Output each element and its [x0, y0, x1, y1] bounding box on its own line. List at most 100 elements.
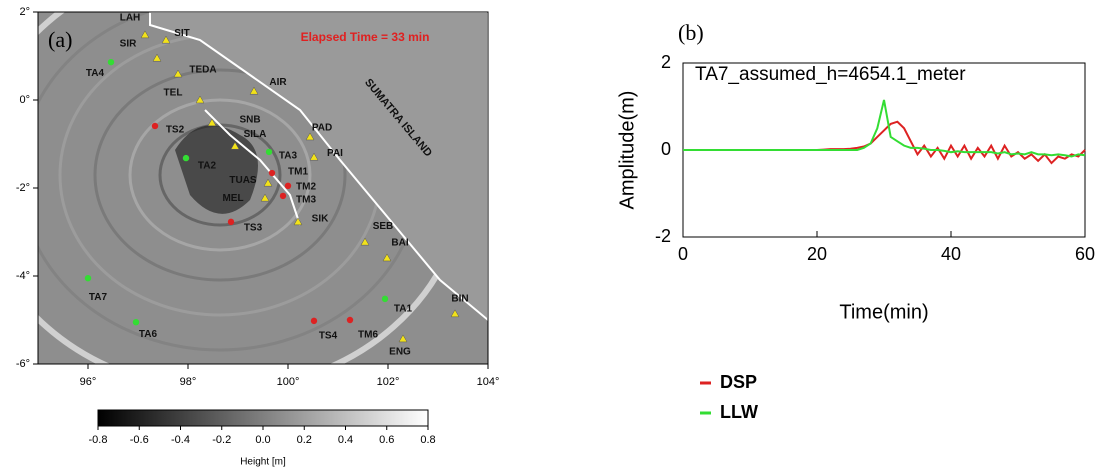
y-tick-label: -6° [16, 358, 30, 370]
station-marker [309, 152, 319, 161]
station-label: TA7 [89, 292, 108, 303]
annotation: Elapsed Time = 33 min [301, 30, 430, 44]
colorbar-tick-label: -0.8 [89, 434, 108, 446]
station-marker [382, 253, 392, 262]
station-marker [284, 182, 292, 189]
x-tick-label: 102° [377, 376, 400, 388]
colorbar-tick-label: -0.6 [130, 434, 149, 446]
y-axis-label: Amplitude(m) [616, 91, 638, 210]
station-marker [107, 58, 115, 66]
colorbar-tick-label: 0.0 [255, 434, 270, 446]
y-tick-label: 0° [19, 94, 30, 106]
data-line [683, 120, 1086, 165]
station-label: SIK [312, 214, 329, 225]
station-marker [151, 122, 159, 130]
x-tick-label: 100° [277, 376, 300, 388]
station-label: TS2 [166, 125, 185, 136]
station-label: BIN [451, 293, 468, 304]
station-marker [260, 193, 270, 202]
station-label: BAI [391, 238, 408, 249]
x-tick-label: 98° [180, 376, 197, 388]
y-tick-label: -2 [655, 226, 671, 246]
panel-label: (a) [48, 27, 72, 52]
station-marker [279, 192, 287, 200]
x-tick-label: 96° [80, 376, 97, 388]
station-marker [398, 334, 408, 343]
annotation: TA7_assumed_h=4654.1_meter [695, 64, 966, 85]
x-tick-label: 0 [678, 244, 688, 264]
station-label: TA1 [394, 304, 413, 315]
station-marker [293, 217, 303, 226]
station-marker [132, 319, 140, 326]
station-label: SNB [239, 115, 260, 126]
colorbar-tick-label: -0.2 [212, 434, 231, 446]
station-label: TA2 [198, 161, 217, 172]
station-marker [230, 141, 240, 150]
station-label: MEL [222, 193, 243, 204]
colorbar-tick-label: 0.4 [338, 434, 353, 446]
station-label: TEDA [189, 65, 216, 76]
data-line [683, 99, 1086, 158]
x-tick-label: 40 [941, 244, 961, 264]
station-label: PAD [312, 123, 332, 134]
x-axis-label: Time(min) [839, 301, 928, 323]
station-label: PAI [327, 148, 343, 159]
station-label: SIR [120, 39, 137, 50]
y-tick-label: -2° [16, 182, 30, 194]
y-tick-label: -4° [16, 270, 30, 282]
station-marker [249, 86, 259, 95]
station-marker [84, 275, 92, 282]
station-label: SILA [244, 129, 267, 140]
station-label: TS4 [319, 331, 338, 342]
station-label: TA3 [279, 151, 298, 162]
legend-label: DSP [720, 372, 757, 392]
y-tick-label: 2° [19, 6, 30, 18]
panel-label: (b) [678, 20, 704, 45]
x-tick-label: 60 [1075, 244, 1095, 264]
station-marker [265, 148, 273, 156]
station-marker [263, 178, 273, 187]
colorbar-tick-label: 0.8 [420, 434, 435, 446]
station-marker [152, 53, 162, 62]
station-marker [173, 69, 183, 78]
colorbar-tick-label: 0.6 [379, 434, 394, 446]
station-label: TUAS [229, 175, 257, 186]
station-label: AIR [269, 77, 287, 88]
station-label: SIT [174, 28, 190, 39]
station-label: TEL [164, 88, 183, 99]
station-marker [268, 169, 276, 177]
colorbar [97, 409, 429, 427]
x-tick-label: 104° [477, 376, 500, 388]
station-marker [207, 118, 217, 127]
station-marker [140, 30, 150, 39]
station-label: SEB [373, 221, 394, 232]
station-marker [227, 218, 235, 226]
station-marker [195, 95, 205, 104]
station-label: TS3 [244, 223, 263, 234]
station-label: TM6 [358, 330, 378, 341]
station-label: TM3 [296, 195, 316, 206]
legend-label: LLW [720, 402, 758, 422]
colorbar-tick-label: 0.2 [297, 434, 312, 446]
station-marker [305, 132, 315, 141]
station-marker [310, 317, 318, 325]
station-label: TM1 [288, 167, 308, 178]
station-label: TA4 [86, 68, 105, 79]
station-marker [450, 309, 460, 318]
map-background [38, 12, 488, 364]
y-tick-label: 2 [661, 52, 671, 72]
x-tick-label: 20 [807, 244, 827, 264]
station-label: ENG [389, 347, 411, 358]
station-marker [346, 316, 354, 324]
y-tick-label: 0 [661, 139, 671, 159]
station-marker [182, 154, 190, 162]
station-marker [360, 237, 370, 246]
station-marker [381, 295, 389, 303]
colorbar-label: Height [m] [240, 457, 286, 468]
station-label: LAH [120, 13, 141, 24]
station-label: TA6 [139, 329, 158, 340]
colorbar-tick-label: -0.4 [171, 434, 190, 446]
station-marker [161, 35, 171, 44]
station-label: TM2 [296, 181, 316, 192]
